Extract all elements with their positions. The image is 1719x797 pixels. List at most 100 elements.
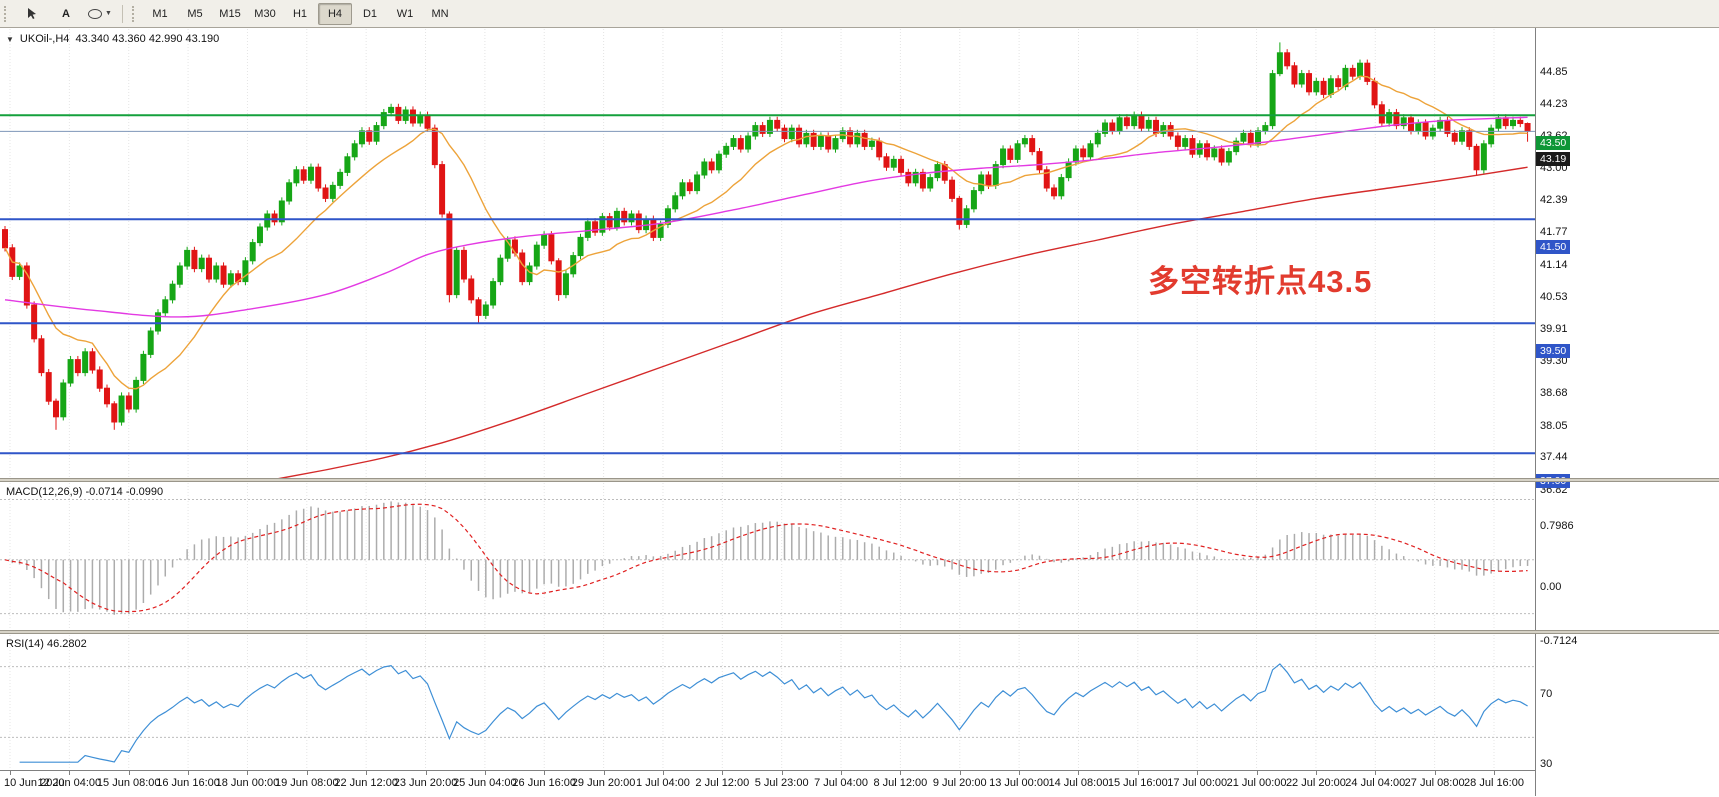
rsi-indicator-label: RSI(14) 46.2802 (6, 638, 87, 650)
time-tick-label: 7 Jul 04:00 (814, 777, 868, 789)
time-tick-label: 29 Jun 20:00 (571, 777, 636, 789)
price-tick-label: 38.05 (1540, 419, 1568, 432)
cursor-tool-button[interactable] (15, 3, 49, 25)
time-tick-label: 17 Jul 00:00 (1167, 777, 1228, 789)
time-tick-label: 13 Jul 00:00 (989, 777, 1050, 789)
price-badge: 41.50 (1536, 240, 1571, 255)
time-tick-label: 14 Jul 08:00 (1048, 777, 1109, 789)
time-tick-label: 18 Jun 00:00 (215, 777, 280, 789)
rsi-level-label: 30 (1540, 758, 1553, 771)
timeframe-button-m30[interactable]: M30 (254, 7, 276, 20)
price-tick-label: 44.23 (1540, 98, 1568, 111)
time-tick-label: 16 Jun 16:00 (156, 777, 220, 789)
macd-canvas[interactable] (0, 482, 1535, 630)
time-tick (603, 771, 605, 775)
price-tick-label: 40.53 (1540, 290, 1568, 303)
moving-averages-layer (4, 75, 1528, 478)
cursor-icon (28, 7, 36, 19)
time-tick (366, 771, 368, 775)
time-tick-label: 1 Jul 04:00 (636, 777, 690, 789)
chart-text-annotation[interactable]: 多空转折点43.5 (1148, 264, 1373, 299)
timeframe-button-mn[interactable]: MN (431, 7, 449, 20)
macd-indicator-label: MACD(12,26,9) -0.0714 -0.0990 (6, 486, 164, 498)
time-tick (425, 771, 427, 775)
text-tool-label: A (62, 7, 70, 20)
time-tick-label: 22 Jul 20:00 (1285, 777, 1346, 789)
time-tick (1078, 771, 1080, 775)
time-tick (662, 771, 664, 775)
candles-layer (2, 42, 1531, 430)
price-badge: 43.19 (1536, 152, 1571, 167)
time-tick-label: 21 Jul 00:00 (1226, 777, 1287, 789)
time-tick (781, 771, 783, 775)
macd-signal-line (4, 503, 1528, 613)
time-tick-label: 10 Jun 2020 (4, 777, 65, 789)
price-badge: 43.50 (1536, 136, 1571, 151)
price-tick-label: 37.44 (1540, 451, 1568, 464)
time-tick (841, 771, 843, 775)
text-label-tool-button[interactable]: A (49, 3, 83, 25)
timeframe-button-w1[interactable]: W1 (396, 7, 414, 20)
timeframe-button-h4[interactable]: H4 (318, 2, 352, 25)
time-tick (1197, 771, 1199, 775)
horizontal-lines-layer[interactable] (0, 114, 1535, 455)
time-tick-label: 25 Jun 04:00 (453, 777, 517, 789)
panel-separator[interactable] (0, 478, 1719, 482)
price-tick-label: 41.14 (1540, 258, 1568, 271)
time-tick (1019, 771, 1021, 775)
price-tick-label: 44.85 (1540, 66, 1568, 78)
time-tick-label: 19 Jun 08:00 (274, 777, 339, 789)
time-tick (484, 771, 486, 775)
price-axis[interactable]: 44.8544.2343.6243.0042.3941.7741.1440.53… (1535, 28, 1719, 796)
time-tick (544, 771, 546, 775)
toolbar-separator (122, 4, 123, 23)
shapes-tool-button[interactable]: ▼ (83, 3, 117, 25)
top-toolbar: A ▼ M1 M5 M15 M30 H1 H4 D1 W1 MN (0, 0, 1719, 28)
time-tick (10, 771, 11, 775)
time-tick (722, 771, 724, 775)
time-tick-label: 28 Jul 16:00 (1464, 777, 1524, 789)
macd-tick-label: 0.7986 (1540, 520, 1574, 533)
timeframe-button-m1[interactable]: M1 (152, 7, 168, 20)
chevron-down-icon: ▼ (105, 10, 112, 17)
time-tick-label: 27 Jul 08:00 (1404, 777, 1465, 789)
one-click-trading-toggle-icon[interactable]: ▼ (6, 34, 14, 44)
timeframe-button-h1[interactable]: H1 (292, 7, 308, 20)
shapes-icon (88, 8, 103, 19)
timeframe-button-m5[interactable]: M5 (187, 7, 203, 20)
time-tick (959, 771, 961, 775)
price-tick-label: 39.91 (1540, 322, 1568, 335)
price-chart-canvas[interactable] (0, 28, 1535, 478)
time-tick (188, 771, 190, 775)
time-tick-label: 15 Jul 16:00 (1107, 777, 1168, 789)
timeframe-button-m15[interactable]: M15 (219, 7, 241, 20)
time-tick-label: 2 Jul 12:00 (695, 777, 750, 789)
toolbar-grip[interactable] (4, 5, 9, 22)
toolbar-grip[interactable] (132, 5, 137, 22)
time-tick (1494, 771, 1495, 775)
time-tick-label: 9 Jul 20:00 (932, 777, 987, 789)
chart-header: ▼ UKOil-,H4 43.340 43.360 42.990 43.190 (6, 33, 219, 45)
time-tick-label: 12 Jun 04:00 (37, 777, 102, 789)
time-tick (1137, 771, 1139, 775)
time-tick (900, 771, 902, 775)
macd-tick-label: 0.00 (1540, 580, 1562, 593)
time-tick-label: 26 Jun 16:00 (512, 777, 577, 789)
price-tick-label: 42.39 (1540, 193, 1568, 206)
time-tick-label: 24 Jul 04:00 (1345, 777, 1406, 789)
time-tick-label: 22 Jun 12:00 (334, 777, 398, 789)
price-badge: 39.50 (1536, 344, 1571, 359)
time-tick (247, 771, 249, 775)
price-tick-label: 41.77 (1540, 226, 1568, 239)
time-tick-label: 15 Jun 08:00 (96, 777, 161, 789)
rsi-canvas[interactable] (0, 634, 1535, 770)
timeframe-button-d1[interactable]: D1 (362, 7, 378, 20)
time-tick (69, 771, 71, 775)
time-axis[interactable]: 10 Jun 2020 12 Jun 04:00 15 Jun 08:00 16 Ju… (0, 770, 1535, 797)
symbol-period-label: UKOil-,H4 (19, 33, 70, 45)
macd-tick-label: -0.7124 (1540, 634, 1578, 647)
time-tick (128, 771, 130, 775)
time-tick (1375, 771, 1377, 775)
panel-separator[interactable] (0, 630, 1719, 634)
